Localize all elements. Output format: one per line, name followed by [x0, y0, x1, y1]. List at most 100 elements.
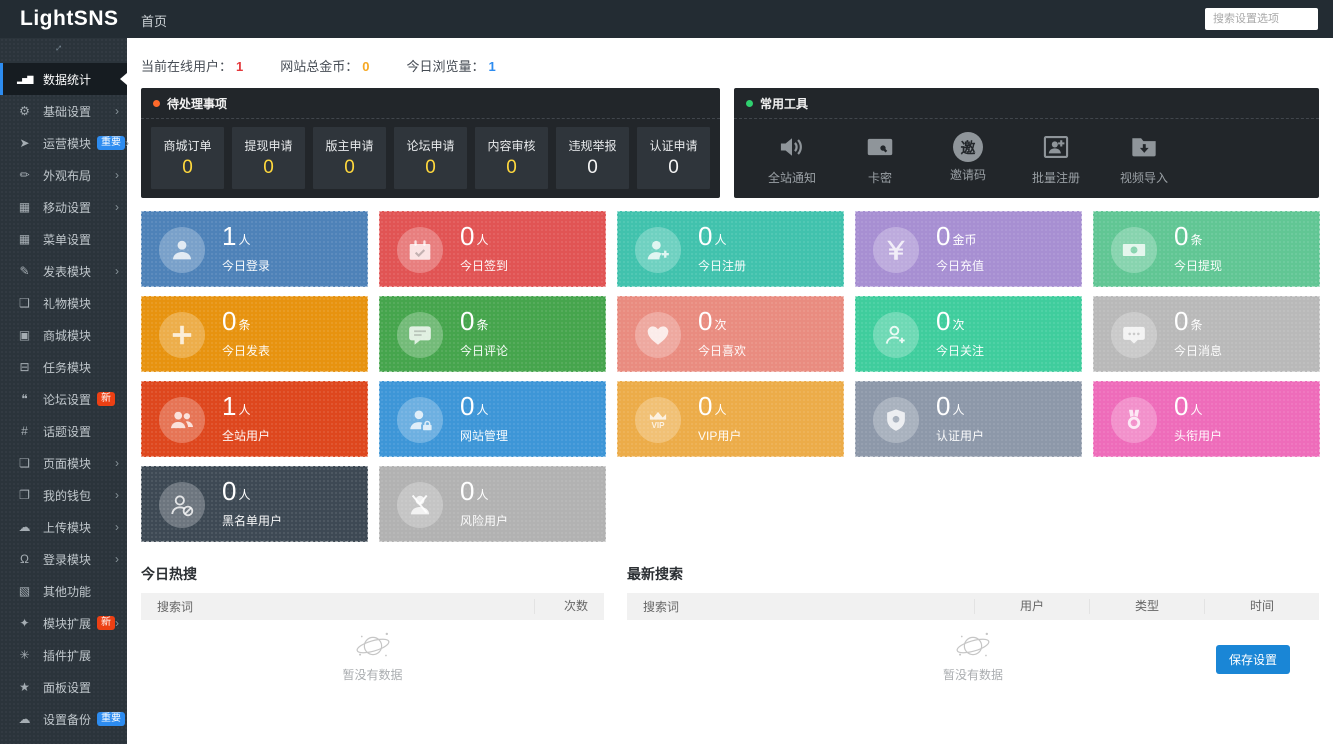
card-today-messages[interactable]: 0 条今日消息 — [1093, 296, 1320, 372]
sidebar-item-data-stats[interactable]: ▂▅▇ 数据统计 — [0, 63, 127, 95]
tile-value: 0 — [506, 157, 517, 178]
tool-invite-code[interactable]: 邀邀请码 — [924, 129, 1012, 186]
user-risk-icon — [407, 492, 433, 518]
pending-tile-moderator-requests[interactable]: 版主申请 0 — [313, 127, 386, 189]
menu-grid-icon: ▦ — [18, 232, 31, 246]
pending-tile-shop-orders[interactable]: 商城订单 0 — [151, 127, 224, 189]
box-icon: ▧ — [18, 584, 31, 598]
chevron-right-icon: › — [115, 104, 119, 118]
sidebar-item-label: 我的钱包 — [43, 488, 92, 503]
card-today-checkin[interactable]: 0 人今日签到 — [379, 211, 606, 287]
column-header: 用户 — [974, 599, 1089, 614]
sidebar-item-shop-module[interactable]: ▣ 商城模块 — [0, 319, 127, 351]
card-unit: 人 — [952, 403, 965, 417]
card-today-login[interactable]: 1 人今日登录 — [141, 211, 368, 287]
column-header: 类型 — [1089, 599, 1204, 614]
card-label: 今日提现 — [1174, 259, 1223, 273]
message-icon — [1121, 322, 1147, 348]
nav-home[interactable]: 首页 — [141, 14, 168, 29]
card-all-users[interactable]: 1 人全站用户 — [141, 381, 368, 457]
column-header: 搜索词 — [643, 600, 680, 614]
stat-today-views: 今日浏览量： 1 — [406, 59, 496, 74]
sidebar-item-basic-settings[interactable]: ⚙ 基础设置 › — [0, 95, 127, 127]
app-logo: LightSNS — [20, 7, 119, 30]
planet-icon — [356, 632, 389, 657]
shield-icon — [883, 407, 909, 433]
heart-icon — [645, 322, 671, 348]
card-unit: 人 — [476, 403, 489, 417]
card-today-comments[interactable]: 0 条今日评论 — [379, 296, 606, 372]
card-titled-users[interactable]: 0 人头衔用户 — [1093, 381, 1320, 457]
card-value: 0 — [698, 221, 713, 251]
card-today-posts[interactable]: 0 条今日发表 — [141, 296, 368, 372]
card-label: 网站管理 — [460, 429, 509, 443]
card-value: 0 — [460, 391, 475, 421]
tool-site-notice[interactable]: 全站通知 — [748, 129, 836, 186]
sidebar-item-appearance-layout[interactable]: ✏ 外观布局 › — [0, 159, 127, 191]
speaker-icon — [748, 129, 836, 165]
tool-batch-register[interactable]: 批量注册 — [1012, 129, 1100, 186]
sidebar-item-label: 页面模块 — [43, 456, 92, 471]
pending-tile-content-review[interactable]: 内容审核 0 — [475, 127, 548, 189]
card-unit: 次 — [952, 318, 965, 332]
card-today-follows[interactable]: 0 次今日关注 — [855, 296, 1082, 372]
sidebar-item-settings-backup[interactable]: ☁ 设置备份 重要 — [0, 703, 127, 735]
card-vip-users[interactable]: 0 人 VIP用户 — [617, 381, 844, 457]
card-risk-users[interactable]: 0 人风险用户 — [379, 466, 606, 542]
card-blacklist-users[interactable]: 0 人黑名单用户 — [141, 466, 368, 542]
sidebar-item-mobile-settings[interactable]: ▦ 移动设置 › — [0, 191, 127, 223]
card-value: 0 — [222, 476, 237, 506]
card-label: 今日关注 — [936, 344, 985, 358]
card-unit: 金币 — [952, 233, 977, 247]
pending-tile-withdraw-requests[interactable]: 提现申请 0 — [232, 127, 305, 189]
sidebar-item-task-module[interactable]: ⊟ 任务模块 — [0, 351, 127, 383]
user-icon — [169, 237, 195, 263]
sidebar-item-forum-settings[interactable]: ❝ 论坛设置新 — [0, 383, 127, 415]
search-input[interactable] — [1205, 8, 1318, 30]
tool-card-key[interactable]: 卡密 — [836, 129, 924, 186]
collapse-icon[interactable]: ↕ — [52, 41, 65, 55]
sidebar-item-plugin-extension[interactable]: ✳ 插件扩展 — [0, 639, 127, 671]
pending-tile-violation-reports[interactable]: 违规举报 0 — [556, 127, 629, 189]
card-today-withdraw[interactable]: 0 条今日提现 — [1093, 211, 1320, 287]
sidebar-item-upload-module[interactable]: ☁ 上传模块 › — [0, 511, 127, 543]
brush-icon: ✏ — [19, 168, 30, 182]
save-settings-button[interactable]: 保存设置 — [1215, 645, 1290, 674]
sidebar-item-other-functions[interactable]: ▧ 其他功能 — [0, 575, 127, 607]
sidebar-item-label: 上传模块 — [43, 520, 92, 535]
green-dot-icon — [746, 99, 753, 107]
sidebar-item-publish-module[interactable]: ✎ 发表模块 › — [0, 255, 127, 287]
card-today-register[interactable]: 0 人今日注册 — [617, 211, 844, 287]
column-header: 次数 — [534, 599, 604, 614]
badge: 新 — [97, 616, 116, 630]
sidebar-item-my-wallet[interactable]: ❐ 我的钱包 › — [0, 479, 127, 511]
card-site-admins[interactable]: 0 人网站管理 — [379, 381, 606, 457]
card-verified-users[interactable]: 0 人认证用户 — [855, 381, 1082, 457]
pending-tile-forum-requests[interactable]: 论坛申请 0 — [394, 127, 467, 189]
card-unit: 人 — [476, 488, 489, 502]
sidebar-item-topic-settings[interactable]: # 话题设置 — [0, 415, 127, 447]
pending-tile-verify-requests[interactable]: 认证申请 0 — [637, 127, 710, 189]
card-unit: 人 — [714, 233, 727, 247]
sidebar-item-label: 菜单设置 — [43, 232, 92, 247]
sidebar-item-gift-module[interactable]: ❑ 礼物模块 — [0, 287, 127, 319]
sidebar-item-login-module[interactable]: Ω 登录模块 › — [0, 543, 127, 575]
tool-video-import[interactable]: 视频导入 — [1100, 129, 1188, 186]
sidebar-item-menu-settings[interactable]: ▦ 菜单设置 — [0, 223, 127, 255]
card-unit: 人 — [476, 233, 489, 247]
card-label: 今日登录 — [222, 259, 271, 273]
card-value: 1 — [222, 391, 237, 421]
sidebar-item-operation-module[interactable]: ➤ 运营模块 重要 › — [0, 127, 129, 159]
card-today-recharge[interactable]: 0 金币 今日充值 — [855, 211, 1082, 287]
card-label: 今日评论 — [460, 344, 509, 358]
chevron-right-icon: › — [115, 520, 119, 534]
card-label: 今日消息 — [1174, 344, 1223, 358]
planet-icon — [956, 632, 990, 657]
card-today-likes[interactable]: 0 次今日喜欢 — [617, 296, 844, 372]
sidebar-item-module-extension[interactable]: ✦ 模块扩展新 › — [0, 607, 127, 639]
tile-value: 0 — [344, 157, 355, 178]
batch-register-icon — [1012, 129, 1100, 165]
sidebar-item-panel-settings[interactable]: ★ 面板设置 — [0, 671, 127, 703]
sidebar-item-page-module[interactable]: ❏ 页面模块 › — [0, 447, 127, 479]
chevron-right-icon: › — [115, 168, 119, 182]
